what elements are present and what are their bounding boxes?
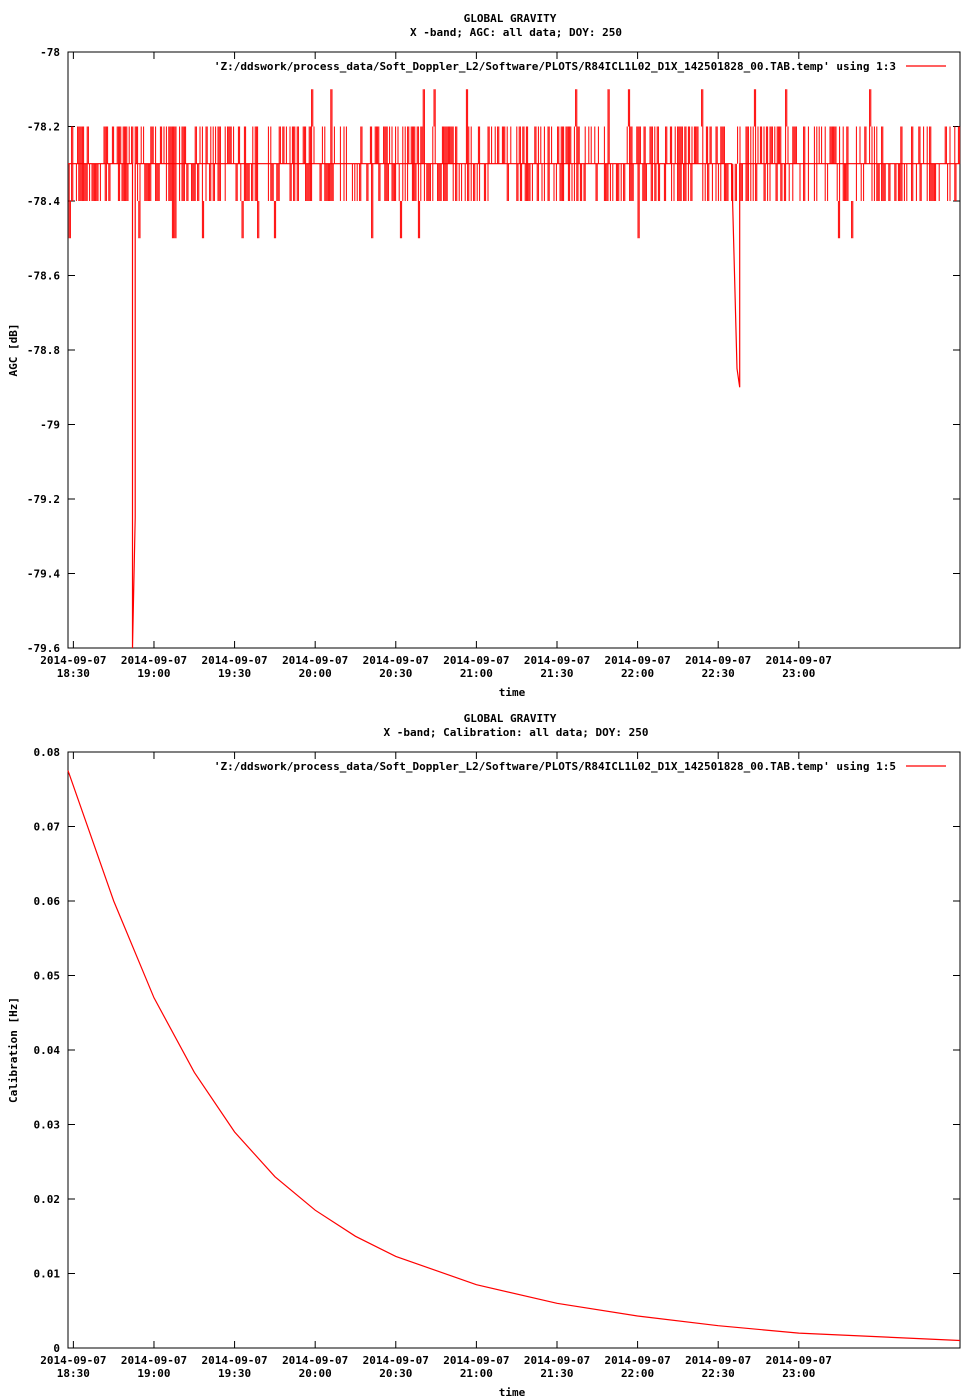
agc-x-tick-time: 20:30	[379, 667, 412, 680]
calibration-x-tick-date: 2014-09-07	[443, 1354, 509, 1367]
calibration-x-tick-time: 21:30	[540, 1367, 573, 1380]
agc-y-tick-label: -79.2	[27, 493, 60, 506]
agc-y-tick-label: -79	[40, 419, 60, 432]
calibration-y-axis-label: Calibration [Hz]	[7, 997, 20, 1103]
agc-x-tick-date: 2014-09-07	[443, 654, 509, 667]
calibration-y-tick-label: 0.07	[34, 821, 61, 834]
calibration-y-tick-label: 0.01	[34, 1268, 61, 1281]
agc-x-tick-time: 23:00	[782, 667, 815, 680]
calibration-x-tick-date: 2014-09-07	[524, 1354, 590, 1367]
calibration-x-tick-time: 21:00	[460, 1367, 493, 1380]
calibration-x-tick-date: 2014-09-07	[363, 1354, 429, 1367]
calibration-y-tick-label: 0.04	[34, 1044, 61, 1057]
calibration-x-tick-time: 20:30	[379, 1367, 412, 1380]
calibration-chart-subtitle: X -band; Calibration: all data; DOY: 250	[384, 726, 649, 739]
calibration-x-tick-date: 2014-09-07	[604, 1354, 670, 1367]
agc-x-tick-date: 2014-09-07	[201, 654, 267, 667]
agc-chart: GLOBAL GRAVITY X -band; AGC: all data; D…	[7, 12, 961, 699]
calibration-x-tick-time: 22:00	[621, 1367, 654, 1380]
agc-y-tick-label: -78.8	[27, 344, 60, 357]
agc-x-tick-time: 19:00	[137, 667, 170, 680]
calibration-x-tick-time: 23:00	[782, 1367, 815, 1380]
calibration-y-tick-label: 0.03	[34, 1119, 61, 1132]
agc-y-axis-label: AGC [dB]	[7, 324, 20, 377]
agc-chart-subtitle: X -band; AGC: all data; DOY: 250	[410, 26, 622, 39]
calibration-chart-title: GLOBAL GRAVITY	[464, 712, 557, 725]
agc-x-tick-time: 21:00	[460, 667, 493, 680]
agc-x-tick-date: 2014-09-07	[685, 654, 751, 667]
calibration-x-tick-time: 19:30	[218, 1367, 251, 1380]
agc-series-line	[68, 163, 960, 649]
agc-x-tick-time: 19:30	[218, 667, 251, 680]
calibration-x-tick-date: 2014-09-07	[40, 1354, 106, 1367]
agc-plot-frame	[67, 51, 961, 649]
agc-x-tick-date: 2014-09-07	[121, 654, 187, 667]
calibration-x-tick-date: 2014-09-07	[121, 1354, 187, 1367]
calibration-y-tick-label: 0.06	[34, 895, 61, 908]
agc-y-tick-label: -79.4	[27, 568, 60, 581]
calibration-x-tick-date: 2014-09-07	[685, 1354, 751, 1367]
calibration-y-tick-label: 0.05	[34, 970, 61, 983]
agc-x-tick-time: 18:30	[57, 667, 90, 680]
calibration-x-tick-time: 18:30	[57, 1367, 90, 1380]
agc-x-tick-time: 22:30	[702, 667, 735, 680]
agc-x-tick-date: 2014-09-07	[363, 654, 429, 667]
agc-x-tick-time: 20:00	[299, 667, 332, 680]
calibration-chart: GLOBAL GRAVITY X -band; Calibration: all…	[7, 712, 961, 1399]
calibration-x-axis-label: time	[499, 1386, 526, 1399]
agc-chart-title: GLOBAL GRAVITY	[464, 12, 557, 25]
agc-x-axis-label: time	[499, 686, 526, 699]
calibration-x-tick-time: 19:00	[137, 1367, 170, 1380]
calibration-x-tick-time: 20:00	[299, 1367, 332, 1380]
agc-legend-label: 'Z:/ddswork/process_data/Soft_Doppler_L2…	[214, 60, 896, 73]
calibration-legend-label: 'Z:/ddswork/process_data/Soft_Doppler_L2…	[214, 760, 896, 773]
agc-y-tick-label: -78.6	[27, 270, 60, 283]
agc-y-tick-label: -78.4	[27, 195, 60, 208]
agc-y-tick-label: -79.6	[27, 642, 60, 655]
agc-y-tick-label: -78.2	[27, 121, 60, 134]
agc-x-tick-date: 2014-09-07	[40, 654, 106, 667]
calibration-series-line	[67, 770, 961, 1342]
calibration-x-tick-date: 2014-09-07	[201, 1354, 267, 1367]
calibration-y-tick-label: 0.02	[34, 1193, 61, 1206]
calibration-plot-frame	[67, 751, 961, 1349]
calibration-y-tick-label: 0	[53, 1342, 60, 1355]
agc-x-tick-time: 21:30	[540, 667, 573, 680]
agc-x-tick-date: 2014-09-07	[282, 654, 348, 667]
calibration-x-tick-date: 2014-09-07	[766, 1354, 832, 1367]
agc-x-tick-date: 2014-09-07	[524, 654, 590, 667]
agc-x-tick-date: 2014-09-07	[604, 654, 670, 667]
calibration-x-tick-date: 2014-09-07	[282, 1354, 348, 1367]
agc-x-tick-date: 2014-09-07	[766, 654, 832, 667]
calibration-x-tick-time: 22:30	[702, 1367, 735, 1380]
agc-x-tick-time: 22:00	[621, 667, 654, 680]
calibration-y-tick-label: 0.08	[34, 746, 61, 759]
agc-y-tick-label: -78	[40, 46, 60, 59]
